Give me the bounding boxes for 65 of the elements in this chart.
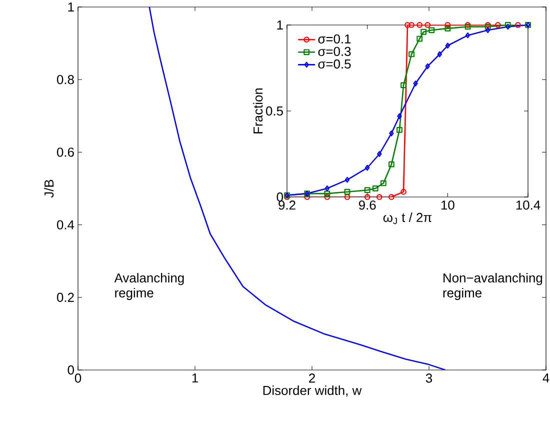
point [324, 190, 330, 196]
point [344, 188, 350, 195]
point [397, 113, 402, 120]
annotation: Non−avalanching regime [443, 272, 542, 300]
point [428, 27, 435, 34]
annotation: Avalanching regime [114, 272, 184, 300]
point [396, 126, 402, 133]
point [413, 80, 418, 86]
point [444, 25, 451, 32]
y-tick-label: 0 [68, 365, 74, 375]
y-tick-label: 0.6 [56, 148, 74, 157]
point [364, 187, 370, 194]
x-tick-label: 1 [192, 374, 198, 382]
point [344, 176, 350, 183]
point [485, 27, 490, 34]
legend-label: σ=0.5 [318, 59, 351, 69]
point [364, 194, 370, 200]
point [437, 51, 442, 58]
point [400, 82, 406, 88]
y-tick-label: 0 [276, 192, 283, 202]
legend-label: σ=0.3 [318, 46, 351, 56]
point [408, 22, 414, 28]
x-tick-label: 4 [542, 374, 550, 382]
point [324, 185, 330, 192]
point [389, 130, 394, 136]
point [344, 194, 350, 200]
y-tick-label: 0.2 [56, 292, 74, 302]
y-axis-title: Fraction [253, 88, 263, 134]
point [416, 22, 422, 28]
point [416, 36, 422, 42]
point [424, 22, 431, 28]
point [425, 63, 430, 70]
y-tick-label: 1 [277, 20, 283, 30]
point [445, 42, 450, 49]
x-tick-label: 0 [74, 374, 82, 383]
point [420, 28, 427, 35]
y-tick-label: 1 [68, 2, 74, 12]
point [408, 51, 414, 58]
point [388, 161, 394, 168]
point [376, 194, 382, 200]
x-tick-label: 2 [309, 374, 315, 383]
point [324, 194, 330, 200]
point [364, 164, 370, 171]
point [494, 22, 501, 28]
x-tick-label: 3 [426, 374, 432, 383]
x-axis-title: ω$_{J}$ t / 2π [383, 212, 432, 224]
x-tick-label: 9.2 [278, 200, 296, 210]
x-tick-label: 10.4 [516, 200, 540, 210]
point [380, 180, 386, 186]
point [372, 185, 378, 192]
y-axis-title: J/B [44, 180, 54, 198]
legend-label: σ=0.1 [318, 34, 351, 44]
y-tick-label: 0.8 [56, 75, 74, 84]
point [388, 194, 394, 200]
x-tick-label: 10 [441, 200, 454, 210]
point [400, 188, 406, 195]
point [444, 22, 451, 28]
point [377, 151, 382, 157]
y-tick-label: 0.4 [56, 220, 74, 230]
point [465, 32, 470, 38]
x-tick-label: 9.6 [358, 200, 376, 210]
x-axis-title: Disorder width, w [263, 386, 362, 397]
point [304, 194, 310, 200]
y-tick-label: 0.5 [266, 106, 283, 116]
point [404, 22, 410, 28]
